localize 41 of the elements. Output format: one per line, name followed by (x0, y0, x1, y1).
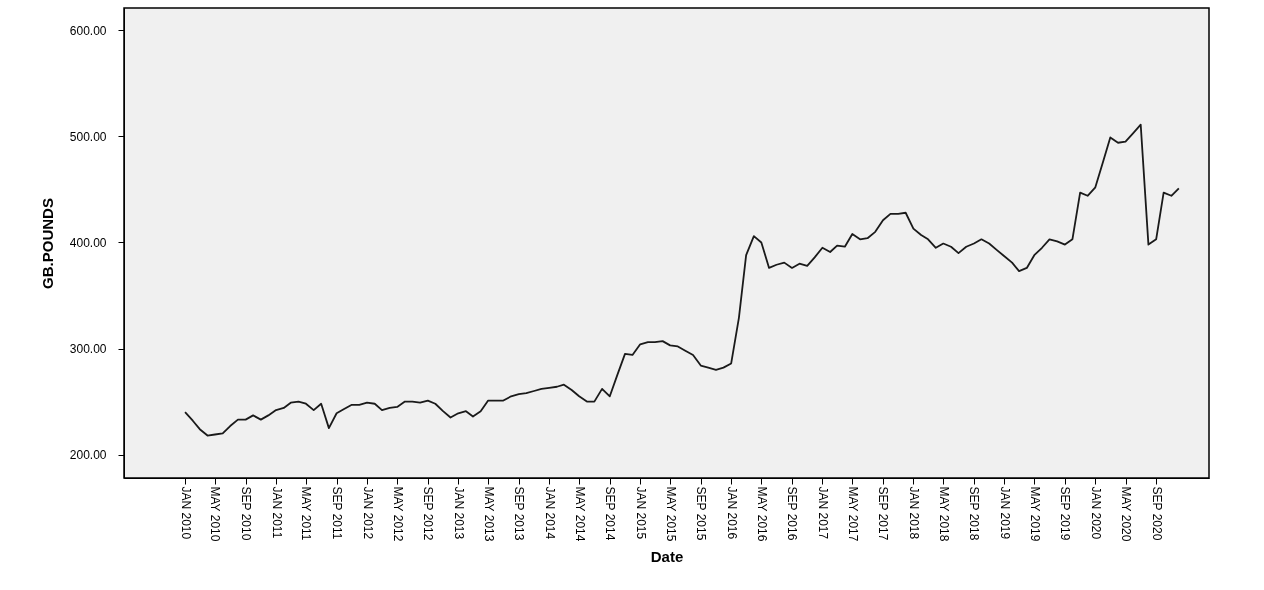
x-tick-label: SEP 2010 (239, 486, 254, 541)
y-tick-label: 300.00 (69, 342, 107, 357)
y-tick-label: 600.00 (69, 23, 107, 38)
x-axis-title: Date (650, 547, 684, 565)
x-tick-label: MAY 2013 (481, 486, 496, 542)
x-tick-label: SEP 2018 (967, 486, 982, 541)
x-tick-label: MAY 2014 (572, 486, 587, 542)
x-tick-label: MAY 2015 (663, 486, 678, 542)
x-tick-label: JAN 2020 (1088, 486, 1103, 540)
x-tick-label: SEP 2015 (694, 486, 709, 541)
x-tick-label: SEP 2011 (330, 486, 345, 540)
x-tick-label: MAY 2012 (390, 486, 405, 542)
x-tick-label: MAY 2010 (208, 486, 223, 542)
x-tick-label: JAN 2012 (360, 486, 375, 540)
line-series (184, 123, 1180, 437)
x-tick-label: JAN 2017 (815, 486, 830, 540)
x-tick-label: SEP 2013 (512, 486, 527, 541)
x-tick-label: JAN 2010 (178, 486, 193, 540)
x-tick-label: JAN 2011 (269, 486, 284, 539)
x-tick-label: JAN 2013 (451, 486, 466, 540)
x-tick-label: MAY 2017 (845, 486, 860, 542)
x-tick-label: MAY 2016 (754, 486, 769, 542)
x-tick-label: SEP 2020 (1149, 486, 1164, 541)
x-tick-label: MAY 2020 (1119, 486, 1133, 542)
x-tick-label: MAY 2018 (936, 486, 951, 542)
y-axis-title: GB.POUNDS (38, 198, 56, 289)
x-tick-label: JAN 2019 (997, 486, 1012, 540)
x-tick-label: SEP 2016 (785, 486, 800, 541)
x-tick-label: JAN 2014 (542, 486, 557, 540)
x-tick-label: MAY 2011 (299, 486, 314, 541)
x-tick-label: JAN 2016 (724, 486, 739, 540)
x-tick-label: MAY 2019 (1027, 486, 1042, 542)
y-tick-label: 500.00 (69, 129, 107, 144)
x-tick-label: SEP 2017 (876, 486, 891, 541)
x-tick-label: JAN 2015 (633, 486, 648, 540)
x-tick-label: SEP 2012 (421, 486, 436, 541)
x-tick-label: JAN 2018 (906, 486, 921, 540)
y-tick-label: 400.00 (69, 235, 107, 250)
y-tick-label: 200.00 (69, 448, 107, 463)
x-tick-label: SEP 2019 (1058, 486, 1073, 541)
x-tick-label: SEP 2014 (603, 486, 618, 541)
